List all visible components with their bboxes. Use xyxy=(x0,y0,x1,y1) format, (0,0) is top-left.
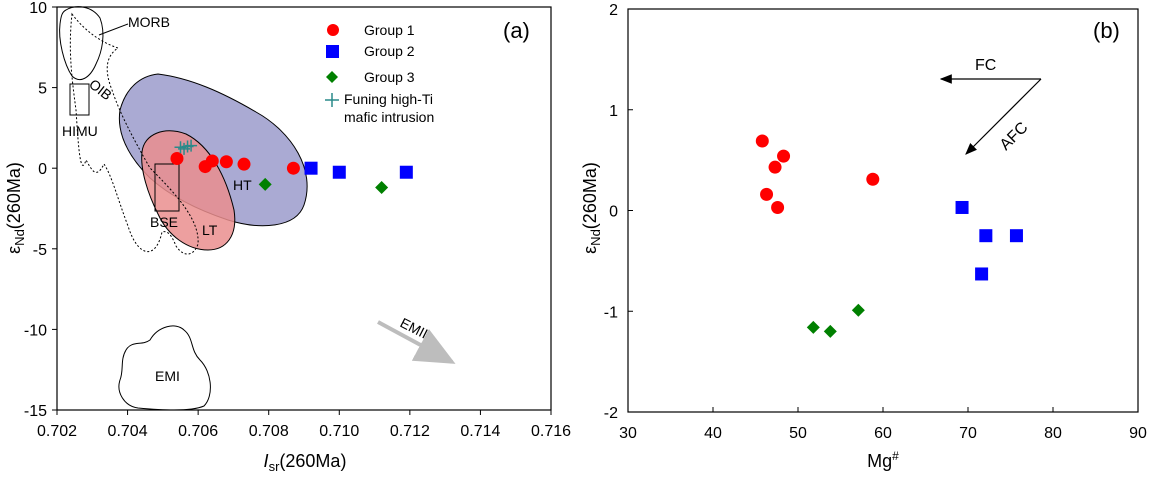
data-point-circle xyxy=(768,160,782,174)
data-point-diamond xyxy=(375,181,389,195)
emi-field xyxy=(118,325,211,411)
morb-label: MORB xyxy=(128,14,170,30)
y-tick-label: -5 xyxy=(33,242,47,259)
ht-label: HT xyxy=(233,177,252,193)
data-point-square xyxy=(1009,229,1023,243)
data-point-square xyxy=(979,229,993,243)
panel-a: 0.702 0.704 0.706 0.708 0.710 0.712 0.714 0.716… xyxy=(4,0,571,474)
x-tick-label: 0.704 xyxy=(108,423,148,440)
data-point-plus xyxy=(185,139,198,152)
y-tick-label: 10 xyxy=(29,0,47,17)
x-tick-label: 90 xyxy=(1129,425,1147,442)
x-tick-label: 70 xyxy=(959,425,977,442)
lt-label: LT xyxy=(202,222,218,238)
ticks-b: 30 40 50 60 70 80 90 2 1 0 -1 -2 xyxy=(604,2,1147,442)
points-a xyxy=(170,139,413,195)
data-point-square xyxy=(304,161,318,175)
data-point-circle xyxy=(286,161,300,175)
legend-label-funing-line2: mafic intrusion xyxy=(344,109,434,125)
data-point-circle xyxy=(771,200,785,214)
data-point-diamond xyxy=(806,320,820,334)
x-tick-label: 40 xyxy=(704,425,722,442)
himu-label: HIMU xyxy=(62,123,98,139)
x-tick-label: 0.702 xyxy=(37,423,77,440)
data-point-circle xyxy=(170,152,184,166)
x-tick-label: 0.716 xyxy=(531,423,571,440)
y-tick-label: -2 xyxy=(604,405,618,422)
data-point-square xyxy=(399,165,413,179)
data-point-plus xyxy=(178,142,191,155)
data-point-circle xyxy=(237,157,251,171)
legend-marker-group3 xyxy=(326,71,338,83)
points-b xyxy=(755,134,1023,338)
emii-label: EMII xyxy=(398,314,431,341)
x-tick-label: 0.706 xyxy=(178,423,218,440)
x-tick-label: 0.710 xyxy=(319,423,359,440)
morb-field xyxy=(59,6,104,80)
y-tick-label: 0 xyxy=(38,161,47,178)
legend-marker-group2 xyxy=(326,45,339,58)
y-tick-label: 2 xyxy=(609,2,618,19)
legend-marker-group1 xyxy=(327,24,339,36)
data-point-circle xyxy=(205,154,219,168)
data-point-diamond xyxy=(823,324,837,338)
x-tick-label: 50 xyxy=(789,425,807,442)
bse-box xyxy=(154,163,180,212)
legend: Group 1 Group 2 Group 3 Funing high-Ti m… xyxy=(325,22,434,125)
axes-frame-b xyxy=(627,8,1139,413)
legend-label-group3: Group 3 xyxy=(364,69,415,85)
x-axis-title-b: Mg# xyxy=(867,449,899,471)
data-point-circle xyxy=(219,155,233,169)
axes-frame-a xyxy=(56,6,552,411)
afc-arrow xyxy=(965,78,1042,155)
panel-label-a: (a) xyxy=(503,18,530,43)
y-tick-label: 1 xyxy=(609,103,618,120)
y-axis-title-b: εNd(260Ma) xyxy=(580,162,603,254)
data-point-circle xyxy=(755,134,769,148)
morb-leader xyxy=(98,23,129,36)
oib-label: OIB xyxy=(86,76,115,103)
legend-label-funing-line1: Funing high-Ti xyxy=(344,91,433,107)
legend-marker-funing xyxy=(325,93,339,107)
legend-label-group2: Group 2 xyxy=(364,43,415,59)
data-point-circle xyxy=(866,172,880,186)
data-point-circle xyxy=(777,149,791,163)
data-point-diamond xyxy=(851,303,865,317)
x-tick-label: 0.708 xyxy=(249,423,289,440)
legend-label-group1: Group 1 xyxy=(364,22,415,38)
x-axis-title-a: Isr(260Ma) xyxy=(264,451,347,474)
y-tick-label: -10 xyxy=(24,322,47,339)
x-tick-label: 60 xyxy=(874,425,892,442)
data-point-diamond xyxy=(258,177,272,191)
data-point-square xyxy=(332,165,346,179)
data-point-square xyxy=(975,267,989,281)
y-tick-label: -15 xyxy=(24,403,47,420)
emii-arrow xyxy=(377,320,456,364)
emi-label: EMI xyxy=(155,368,180,384)
data-point-square xyxy=(955,200,969,214)
x-tick-label: 0.712 xyxy=(390,423,430,440)
y-tick-label: -1 xyxy=(604,304,618,321)
afc-label: AFC xyxy=(997,119,1032,154)
y-axis-title-a: εNd(260Ma) xyxy=(4,162,27,254)
ticks-a: 0.702 0.704 0.706 0.708 0.710 0.712 0.714 0.716… xyxy=(24,0,571,440)
bse-label: BSE xyxy=(150,214,178,230)
fc-label: FC xyxy=(975,57,996,74)
data-point-circle xyxy=(760,187,774,201)
panel-b: 30 40 50 60 70 80 90 2 1 0 -1 -2 FC AFC (b) Mg# εNd… xyxy=(580,2,1147,471)
panel-label-b: (b) xyxy=(1093,18,1120,43)
oib-field xyxy=(69,12,199,255)
x-tick-label: 30 xyxy=(619,425,637,442)
x-tick-label: 0.714 xyxy=(460,423,500,440)
y-tick-label: 0 xyxy=(609,204,618,221)
x-tick-label: 80 xyxy=(1044,425,1062,442)
y-tick-label: 5 xyxy=(38,81,47,98)
himu-box xyxy=(69,83,90,116)
